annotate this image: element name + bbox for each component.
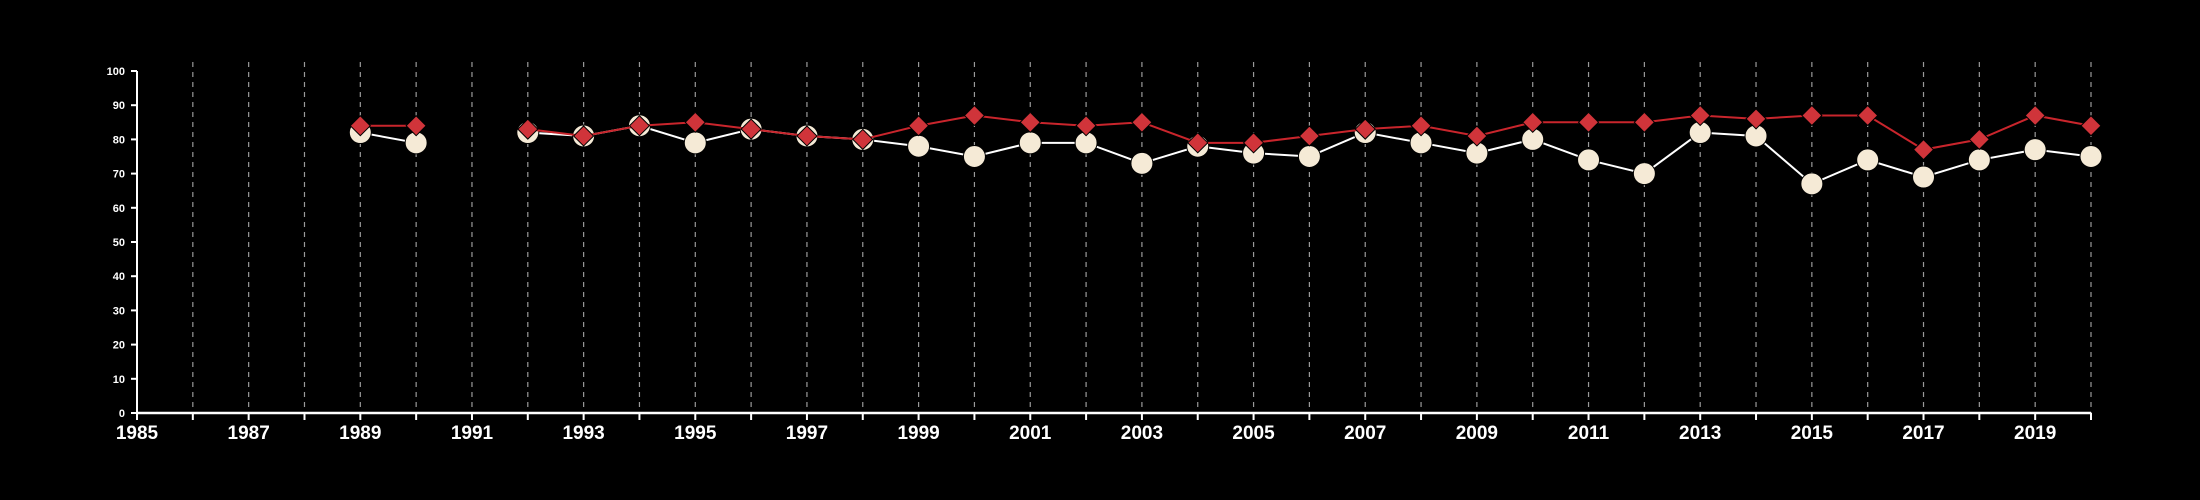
x-tick-label: 1995 <box>674 423 717 444</box>
series-2-point <box>1633 111 1656 134</box>
series-1-point <box>1130 151 1154 175</box>
series-1-point <box>1297 145 1321 168</box>
series-2-point <box>1187 132 1209 154</box>
series-2-point <box>1466 125 1488 147</box>
series-2-point <box>1856 104 1879 127</box>
series-layer <box>348 104 2103 196</box>
x-tick-label: 2005 <box>1232 423 1275 444</box>
x-tick-label: 2007 <box>1344 423 1386 444</box>
y-tick-label: 30 <box>113 305 125 317</box>
series-2-point <box>2080 115 2102 137</box>
x-tick-label: 1993 <box>562 423 604 444</box>
series-1 <box>348 114 2103 196</box>
x-tick-label: 1991 <box>451 423 494 444</box>
series-1-point <box>2079 145 2103 168</box>
series-2-point <box>628 115 651 137</box>
x-gridlines <box>192 62 2092 413</box>
series-2-point <box>1131 111 1153 134</box>
series-2-point <box>1745 108 1767 130</box>
series-2-point <box>1689 104 1711 127</box>
y-tick-label: 20 <box>113 340 125 352</box>
y-tick-label: 40 <box>113 271 125 283</box>
series-1-point <box>2023 138 2047 162</box>
series-2-point <box>1019 111 1041 134</box>
x-tick-label: 2015 <box>1791 423 1834 444</box>
series-2-point <box>1912 138 1935 161</box>
series-2-point <box>1801 104 1823 127</box>
x-tick-label: 2019 <box>2014 423 2056 444</box>
y-tick-label: 90 <box>113 100 125 112</box>
y-tick-label: 50 <box>113 237 125 249</box>
series-2-point <box>852 128 874 151</box>
series-1-point <box>1632 162 1656 186</box>
x-tick-label: 2001 <box>1009 423 1052 444</box>
x-tick-label: 2009 <box>1456 423 1498 444</box>
x-tick-label: 1987 <box>228 423 270 444</box>
y-axis: 0 10 20 30 40 50 60 70 80 90 100 <box>107 66 138 420</box>
series-2-point <box>907 115 930 137</box>
series-2-point <box>740 118 762 140</box>
series-2-point <box>963 104 986 127</box>
x-tick-label: 1999 <box>897 423 939 444</box>
series-1-point <box>1856 148 1880 172</box>
x-tick-label: 2017 <box>1902 423 1944 444</box>
series-1-point <box>1577 148 1601 172</box>
x-tick-label: 1997 <box>786 423 828 444</box>
y-tick-label: 80 <box>113 134 125 146</box>
x-axis: 1985 1987 1989 1991 1993 1995 1997 1999 2001 2003… <box>116 411 2092 444</box>
series-2-point <box>349 115 372 137</box>
series-2-point <box>684 111 706 134</box>
y-tick-label: 60 <box>113 203 125 215</box>
series-1-point <box>1018 131 1042 155</box>
series-2-point <box>1075 115 1097 137</box>
series-2-point <box>572 125 595 147</box>
x-tick-label: 2011 <box>1568 423 1610 444</box>
series-2-point <box>1242 132 1265 154</box>
series-2-point <box>405 115 427 137</box>
series-2-point <box>1968 128 1991 151</box>
series-2-point <box>517 118 539 140</box>
series-2-point <box>1354 118 1376 140</box>
series-2-point <box>1577 111 1600 134</box>
x-tick-label: 1985 <box>116 423 159 444</box>
x-tick-label: 2003 <box>1121 423 1163 444</box>
series-1-point <box>907 134 931 158</box>
series-1-point <box>962 145 986 168</box>
series-2-point <box>1522 111 1544 134</box>
x-tick-label: 2013 <box>1679 423 1721 444</box>
x-tick-label: 1989 <box>339 423 381 444</box>
series-1-point <box>1912 165 1936 189</box>
y-tick-label: 0 <box>119 408 125 420</box>
series-1-point <box>683 131 707 155</box>
y-tick-label: 70 <box>113 169 125 181</box>
series-2-point <box>1410 115 1432 137</box>
series-1-point <box>1967 148 1991 172</box>
series-2 <box>349 104 2102 161</box>
series-2-point <box>1298 125 1321 147</box>
y-tick-label: 100 <box>107 66 125 78</box>
series-1-point <box>1800 172 1824 196</box>
series-2-point <box>2024 104 2046 127</box>
y-tick-label: 10 <box>113 374 125 386</box>
series-2-point <box>796 125 818 147</box>
